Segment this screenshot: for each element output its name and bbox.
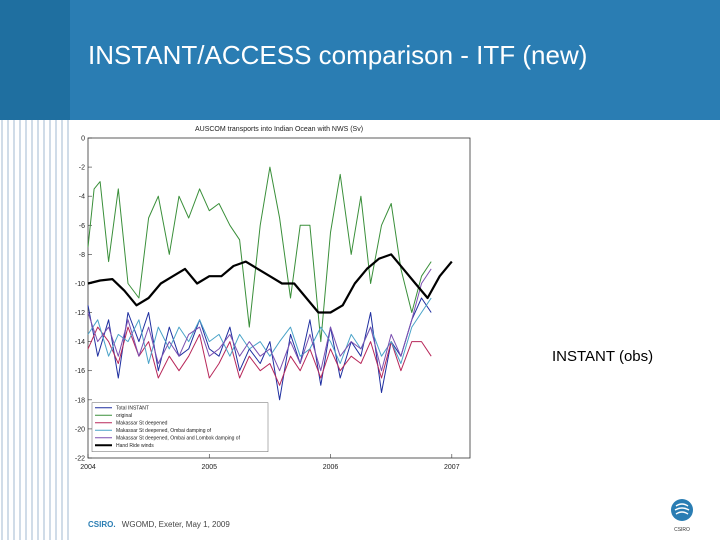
chart-container: AUSCOM transports into Indian Ocean with… <box>72 120 492 500</box>
y-tick-label: -10 <box>75 281 85 288</box>
legend-label: original <box>116 413 132 419</box>
footer-brand: CSIRO. <box>88 520 116 529</box>
series-line <box>87 166 432 343</box>
y-tick-label: 0 <box>81 136 85 143</box>
series-line <box>87 297 432 364</box>
y-tick-label: -14 <box>75 339 85 346</box>
y-tick-label: -8 <box>79 252 85 259</box>
series-line <box>87 268 432 372</box>
legend-label: Makassar St deepened, Ombai damping of <box>116 428 212 434</box>
csiro-logo-icon: CSIRO <box>671 499 693 533</box>
x-tick-label: 2005 <box>201 464 217 471</box>
legend-label: Total INSTANT <box>116 406 149 412</box>
y-tick-label: -4 <box>79 194 85 201</box>
x-tick-label: 2007 <box>444 464 460 471</box>
y-tick-label: -16 <box>75 368 85 375</box>
footer-text: WGOMD, Exeter, May 1, 2009 <box>121 520 230 529</box>
legend-label: Makassar St deepened <box>116 421 168 427</box>
legend-box <box>91 402 269 452</box>
chart-title: AUSCOM transports into Indian Ocean with… <box>195 126 363 133</box>
slide-header <box>0 0 720 120</box>
series-line <box>87 253 453 314</box>
instant-obs-annotation: INSTANT (obs) <box>552 348 654 365</box>
legend-label: Hand Ride winds <box>116 443 154 449</box>
slide-footer: CSIRO. WGOMD, Exeter, May 1, 2009 <box>88 520 230 529</box>
decorative-stripes <box>1 120 69 540</box>
legend-label: Makassar St deepened, Ombai and Lombok d… <box>116 436 241 442</box>
series-line <box>87 326 432 386</box>
y-tick-label: -22 <box>75 456 85 463</box>
header-panel <box>70 0 720 120</box>
series-line <box>87 297 432 401</box>
y-tick-label: -20 <box>75 426 85 433</box>
x-tick-label: 2006 <box>323 464 339 471</box>
line-chart: AUSCOM transports into Indian Ocean with… <box>75 126 471 471</box>
y-tick-label: -6 <box>79 223 85 230</box>
y-tick-label: -2 <box>79 165 85 172</box>
x-tick-label: 2004 <box>80 464 96 471</box>
slide-title: INSTANT/ACCESS comparison - ITF (new) <box>88 40 588 70</box>
logo-text: CSIRO <box>674 527 690 533</box>
y-tick-label: -18 <box>75 397 85 404</box>
y-tick-label: -12 <box>75 310 85 317</box>
